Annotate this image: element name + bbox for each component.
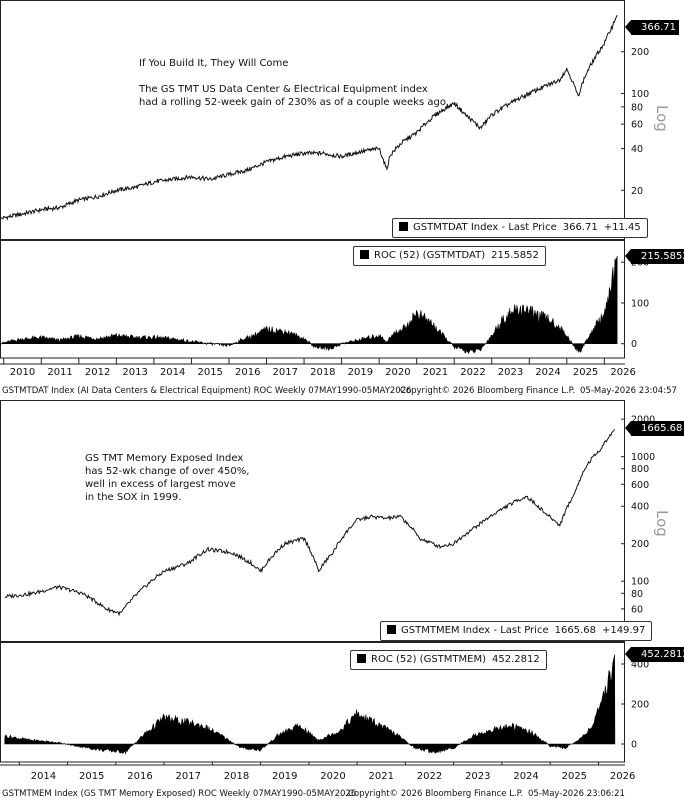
panel1-log-scale-label: Log — [653, 105, 671, 132]
panel2-price-legend: GSTMTMEM Index - Last Price 1665.68 +149.9… — [380, 621, 653, 641]
price-series-line — [0, 14, 618, 221]
legend-ticker: GSTMTMEM Index - Last Price — [401, 625, 549, 636]
panel1-footer: GSTMTDAT Index (AI Data Centers & Electr… — [2, 386, 677, 396]
x-year-label: 2026 — [610, 367, 635, 378]
legend-value: 366.71 — [562, 222, 598, 233]
legend-swatch-icon — [399, 222, 408, 231]
price-series-line — [4, 429, 615, 617]
x-year-label: 2017 — [273, 367, 298, 378]
panel1-price-chart: 20 40 60 80 100 200 — [0, 0, 649, 240]
panel1-footer-copyright: Copyright© 2026 Bloomberg Finance L.P. — [400, 386, 576, 396]
panel1-roc-legend: ROC (52) (GSTMTDAT) 215.5852 — [353, 246, 546, 266]
panel2-last-price-tag: 1665.68 — [624, 421, 684, 436]
x-year-label: 2019 — [272, 771, 297, 782]
y-tick-label: 80 — [631, 102, 643, 113]
x-year-label: 2025 — [573, 367, 598, 378]
x-year-label: 2021 — [369, 771, 394, 782]
y-tick-label: 40 — [631, 144, 643, 155]
y-tick-label: 1000 — [631, 452, 655, 463]
x-year-label: 2024 — [513, 771, 538, 782]
panel2-price-chart: 40608010020040060080010002000 — [0, 400, 655, 642]
panel2-footer-copyright: Copyright© 2026 Bloomberg Finance L.P. — [348, 789, 524, 799]
panel1-last-price-tag: 366.71 — [625, 20, 679, 35]
x-year-label: 2017 — [175, 771, 200, 782]
x-year-label: 2022 — [460, 367, 485, 378]
y-tick-label: 0 — [631, 740, 637, 751]
y-tick-label: 60 — [631, 604, 643, 615]
x-year-label: 2023 — [498, 367, 523, 378]
x-year-label: 2023 — [465, 771, 490, 782]
y-tick-label: 400 — [631, 660, 649, 671]
x-year-label: 2018 — [310, 367, 335, 378]
x-year-label: 2014 — [160, 367, 185, 378]
x-year-label: 2013 — [122, 367, 147, 378]
legend-roc-value: 215.5852 — [491, 250, 539, 261]
y-tick-label: 100 — [631, 577, 649, 588]
roc-area-series — [4, 654, 616, 755]
roc-area-series — [0, 255, 618, 355]
plot-border — [0, 0, 625, 240]
x-year-label: 2016 — [127, 771, 152, 782]
legend-ticker: GSTMTDAT Index - Last Price — [413, 222, 557, 233]
y-tick-label: 600 — [631, 480, 649, 491]
legend-change: +149.97 — [601, 625, 646, 636]
x-year-label: 2012 — [85, 367, 110, 378]
x-year-label: 2018 — [224, 771, 249, 782]
y-tick-label: 200 — [631, 47, 649, 58]
panel1-annotation-body: The GS TMT US Data Center & Electrical E… — [139, 84, 449, 108]
panel1-roc-tag: 215.5852 — [625, 249, 684, 264]
x-year-label: 2015 — [79, 771, 104, 782]
plot-border — [0, 400, 625, 642]
legend-swatch-icon — [360, 250, 369, 259]
y-tick-label: 100 — [631, 89, 649, 100]
panel1-price-legend: GSTMTDAT Index - Last Price 366.71 +11.45 — [392, 218, 648, 238]
panel2-annotation-body: GS TMT Memory Exposed Index has 52-wk ch… — [85, 453, 250, 503]
x-year-label: 2015 — [197, 367, 222, 378]
x-year-label: 2010 — [10, 367, 35, 378]
panel1-footer-timestamp: 05-May-2026 23:04:57 — [580, 386, 677, 396]
x-year-label: 2014 — [31, 771, 56, 782]
y-tick-label: 2000 — [631, 415, 655, 426]
panel1-annotation-title: If You Build It, They Will Come — [139, 58, 289, 69]
panel1-roc-chart: 0100200201020112012201320142015201620172… — [0, 240, 649, 378]
panel2-log-scale-label: Log — [653, 510, 671, 537]
panel2-roc-legend: ROC (52) (GSTMTMEM) 452.2812 — [350, 650, 547, 670]
x-year-label: 2026 — [610, 771, 635, 782]
y-tick-label: 200 — [631, 539, 649, 550]
panel2-roc-tag: 452.2812 — [625, 647, 684, 662]
legend-value: 1665.68 — [554, 625, 596, 636]
x-year-label: 2021 — [423, 367, 448, 378]
y-tick-label: 800 — [631, 464, 649, 475]
legend-swatch-icon — [357, 654, 366, 663]
panel2-roc-chart: 0 200 400 2014 2015 2016 2017 2018 2019 2020 2021 2… — [0, 642, 649, 782]
y-tick-label: 80 — [631, 589, 643, 600]
x-year-label: 2020 — [320, 771, 345, 782]
x-year-label: 2022 — [417, 771, 442, 782]
y-tick-label: 0 — [631, 339, 637, 350]
y-tick-label: 200 — [631, 700, 649, 711]
legend-roc-label: ROC (52) (GSTMTDAT) — [374, 250, 486, 261]
y-tick-label: 400 — [631, 502, 649, 513]
x-year-label: 2019 — [348, 367, 373, 378]
x-year-label: 2016 — [235, 367, 260, 378]
panel2-footer-left: GSTMTMEM Index (GS TMT Memory Exposed) R… — [2, 789, 357, 799]
legend-roc-value: 452.2812 — [492, 654, 540, 665]
panel2-footer: GSTMTMEM Index (GS TMT Memory Exposed) R… — [2, 789, 625, 799]
legend-change: +11.45 — [603, 222, 641, 233]
x-year-label: 2020 — [385, 367, 410, 378]
legend-roc-label: ROC (52) (GSTMTMEM) — [371, 654, 487, 665]
y-tick-label: 60 — [631, 120, 643, 131]
y-tick-label: 100 — [631, 298, 649, 309]
y-tick-label: 20 — [631, 186, 643, 197]
panel1-footer-left: GSTMTDAT Index (AI Data Centers & Electr… — [2, 386, 412, 396]
x-year-label: 2024 — [535, 367, 560, 378]
x-year-label: 2011 — [47, 367, 72, 378]
legend-swatch-icon — [387, 625, 396, 634]
panel2-footer-timestamp: 05-May-2026 23:06:21 — [528, 789, 625, 799]
x-year-label: 2025 — [562, 771, 587, 782]
